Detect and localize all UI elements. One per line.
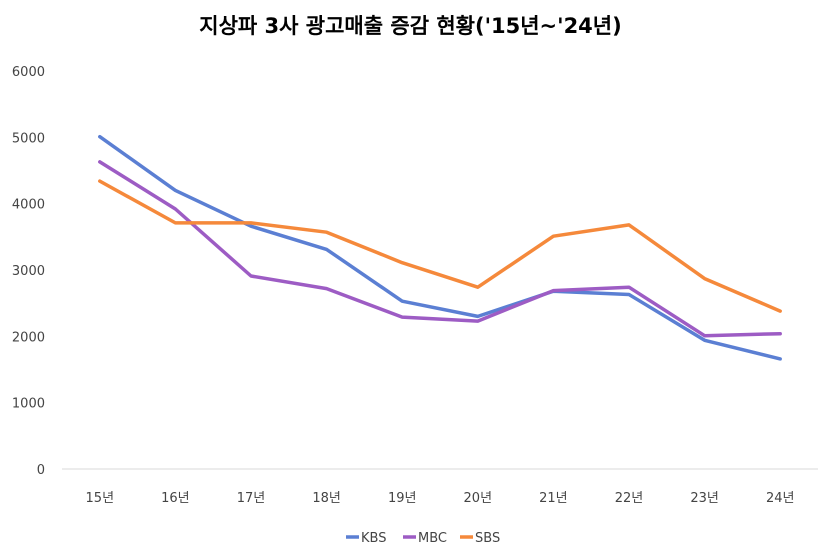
- x-tick-label: 18년: [312, 491, 341, 506]
- y-tick-label: 2000: [12, 330, 45, 345]
- legend-label-sbs: SBS: [475, 531, 500, 546]
- series-line-kbs: [98, 134, 782, 361]
- x-tick-label: 23년: [690, 491, 719, 506]
- x-tick-label: 17년: [237, 491, 266, 506]
- x-axis-ticks: 15년 16년 17년 18년 19년 20년 21년 22년 23년 24년: [86, 491, 795, 506]
- x-tick-label: 21년: [539, 491, 568, 506]
- y-tick-label: 6000: [12, 65, 45, 80]
- y-tick-label: 3000: [12, 264, 45, 279]
- chart-title: 지상파 3사 광고매출 증감 현황('15년~'24년): [199, 14, 622, 38]
- x-tick-label: 16년: [161, 491, 190, 506]
- x-tick-label: 20년: [464, 491, 493, 506]
- legend-label-kbs: KBS: [361, 531, 386, 546]
- y-tick-label: 4000: [12, 198, 45, 213]
- x-tick-label: 24년: [766, 491, 795, 506]
- series-lines: [98, 134, 782, 361]
- y-tick-label: 5000: [12, 131, 45, 146]
- y-tick-label: 1000: [12, 397, 45, 412]
- x-tick-label: 15년: [86, 491, 115, 506]
- y-tick-label: 0: [37, 463, 45, 478]
- legend: KBS MBC SBS: [346, 531, 500, 546]
- series-line-sbs: [98, 179, 782, 313]
- x-tick-label: 22년: [615, 491, 644, 506]
- y-axis-ticks: 0 1000 2000 3000 4000 5000 6000: [12, 65, 45, 478]
- x-tick-label: 19년: [388, 491, 417, 506]
- series-line-mbc: [98, 160, 782, 338]
- legend-label-mbc: MBC: [418, 531, 447, 546]
